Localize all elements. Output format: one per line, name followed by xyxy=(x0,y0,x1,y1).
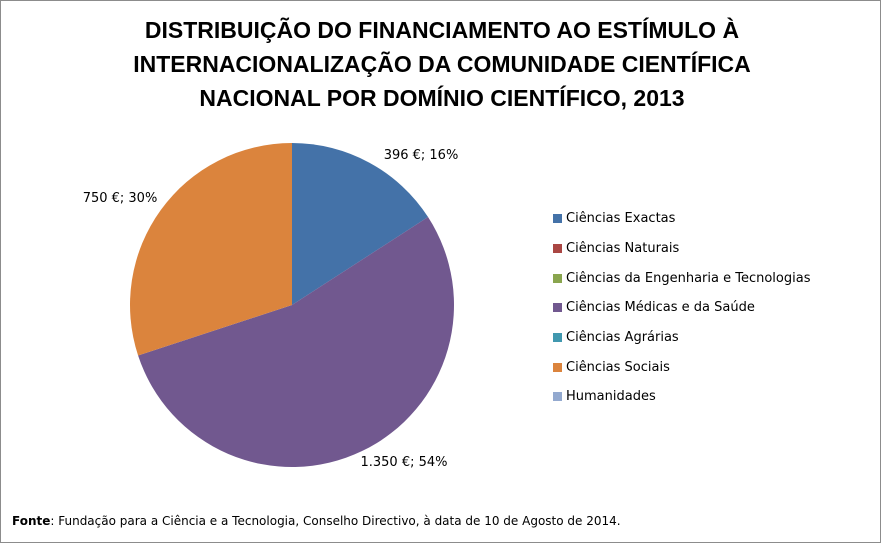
legend-swatch xyxy=(553,303,562,313)
legend-swatch xyxy=(553,392,562,402)
legend-label: Ciências Médicas e da Saúde xyxy=(566,300,755,316)
chart-title-line-2: INTERNACIONALIZAÇÃO DA COMUNIDADE CIENTÍ… xyxy=(133,51,751,77)
legend-label: Ciências da Engenharia e Tecnologias xyxy=(566,270,811,286)
legend-label: Ciências Naturais xyxy=(566,241,680,257)
legend-swatch xyxy=(553,273,562,283)
legend-item-humanidades: Humanidades xyxy=(553,382,810,412)
legend-swatch xyxy=(553,362,562,372)
pie-slice-ciencias-exactas xyxy=(292,143,429,305)
chart-title-line-3: NACIONAL POR DOMÍNIO CIENTÍFICO, 2013 xyxy=(199,85,685,111)
legend-label: Ciências Agrárias xyxy=(566,330,679,346)
legend-item-ciencias-medicas-e-da-saude: Ciências Médicas e da Saúde xyxy=(553,293,810,323)
source-text: : Fundação para a Ciência e a Tecnologia… xyxy=(50,514,621,528)
chart-title-line-1: DISTRIBUIÇÃO DO FINANCIAMENTO AO ESTÍMUL… xyxy=(144,17,740,43)
legend-item-ciencias-agrarias: Ciências Agrárias xyxy=(553,323,810,353)
data-label-ciencias-exactas: 396 €; 16% xyxy=(384,148,459,163)
legend-label: Humanidades xyxy=(566,389,656,405)
legend-item-ciencias-naturais: Ciências Naturais xyxy=(553,234,810,264)
legend-swatch xyxy=(553,244,562,254)
legend-item-ciencias-sociais: Ciências Sociais xyxy=(553,352,810,382)
source-label: Fonte xyxy=(12,514,51,528)
legend-item-ciencias-exactas: Ciências Exactas xyxy=(553,204,810,234)
legend-swatch xyxy=(553,214,562,224)
source-note: Fonte: Fundação para a Ciência e a Tecno… xyxy=(12,514,621,528)
legend-label: Ciências Exactas xyxy=(566,211,676,227)
legend-item-ciencias-da-engenharia-e-tecnologias: Ciências da Engenharia e Tecnologias xyxy=(553,263,810,293)
pie-slice-ciencias-sociais xyxy=(129,143,292,356)
chart-legend: Ciências Exactas Ciências Naturais Ciência… xyxy=(553,204,810,412)
data-label-ciencias-medicas-e-da-saude: 1.350 €; 54% xyxy=(360,455,447,470)
pie-slice-ciencias-medicas-e-da-saude xyxy=(138,217,455,467)
legend-label: Ciências Sociais xyxy=(566,359,670,375)
data-label-ciencias-sociais: 750 €; 30% xyxy=(83,191,158,206)
legend-swatch xyxy=(553,333,562,343)
